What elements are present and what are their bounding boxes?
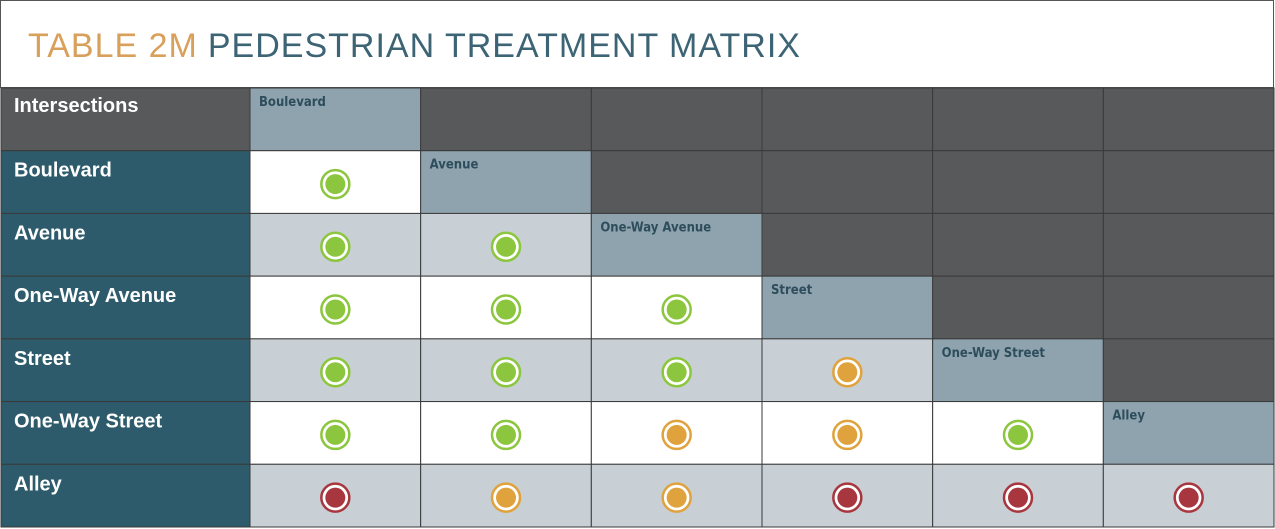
table: Intersections Boulevard Boulevard Avenue Ave… xyxy=(0,87,1275,528)
rating-dot xyxy=(666,424,687,445)
title-box xyxy=(0,0,1274,88)
column-label: One-Way Street xyxy=(942,346,1046,361)
rating-dot xyxy=(496,424,516,445)
rating-dot xyxy=(325,362,346,383)
cell xyxy=(0,212,251,277)
cell xyxy=(761,150,934,214)
rating-dot xyxy=(496,299,516,320)
rating-dot xyxy=(1178,487,1199,508)
column-label: Street xyxy=(771,283,813,298)
rating-dot xyxy=(837,487,858,508)
row-label: Avenue xyxy=(14,222,86,244)
column-label: Alley xyxy=(1112,409,1145,424)
rating-dot xyxy=(1008,487,1028,508)
title-text: PEDESTRIAN TREATMENT MATRIX xyxy=(208,27,801,65)
cell xyxy=(0,401,251,465)
cell xyxy=(0,87,251,152)
cell xyxy=(420,87,592,152)
cell xyxy=(932,338,1104,403)
cell xyxy=(0,338,251,403)
cell xyxy=(249,87,422,152)
rating-dot xyxy=(325,174,346,195)
column-label: Boulevard xyxy=(259,95,326,110)
cell xyxy=(1102,275,1275,340)
cell xyxy=(1102,401,1275,465)
cell xyxy=(1102,150,1275,214)
rating-dot xyxy=(666,299,687,320)
rating-dot xyxy=(325,487,346,508)
rating-dot xyxy=(325,299,346,320)
rating-dot xyxy=(837,362,858,383)
cell xyxy=(932,87,1104,152)
rating-dot xyxy=(496,487,516,508)
column-label: One-Way Avenue xyxy=(600,220,711,235)
cell xyxy=(1102,338,1275,403)
rating-dot xyxy=(666,487,687,508)
row-label: One-Way Street xyxy=(14,411,163,433)
cell xyxy=(1102,212,1275,277)
title: TABLE 2M PEDESTRIAN TREATMENT MATRIX xyxy=(28,27,801,65)
cell xyxy=(761,275,934,340)
column-label: Avenue xyxy=(430,158,479,173)
rating-dot xyxy=(496,362,516,383)
rating-dot xyxy=(837,424,858,445)
rating-dot xyxy=(666,362,687,383)
cell xyxy=(590,150,763,214)
cell xyxy=(590,87,763,152)
cell xyxy=(932,212,1104,277)
cell xyxy=(0,463,251,528)
cell xyxy=(1102,87,1275,152)
cell xyxy=(932,275,1104,340)
rating-dot xyxy=(496,236,516,257)
row-label: One-Way Avenue xyxy=(14,285,176,307)
rating-dot xyxy=(325,236,346,257)
row-label: Boulevard xyxy=(14,160,112,182)
cell xyxy=(932,150,1104,214)
rating-dot xyxy=(325,424,346,445)
cell xyxy=(0,150,251,214)
title-label: TABLE 2M xyxy=(28,27,198,65)
rating-dot xyxy=(1008,424,1028,445)
corner-label: Intersections xyxy=(14,95,138,117)
cell xyxy=(761,87,934,152)
row-label: Street xyxy=(14,348,71,370)
cell xyxy=(590,212,763,277)
row-label: Alley xyxy=(14,473,63,495)
cell xyxy=(761,212,934,277)
cell xyxy=(0,275,251,340)
